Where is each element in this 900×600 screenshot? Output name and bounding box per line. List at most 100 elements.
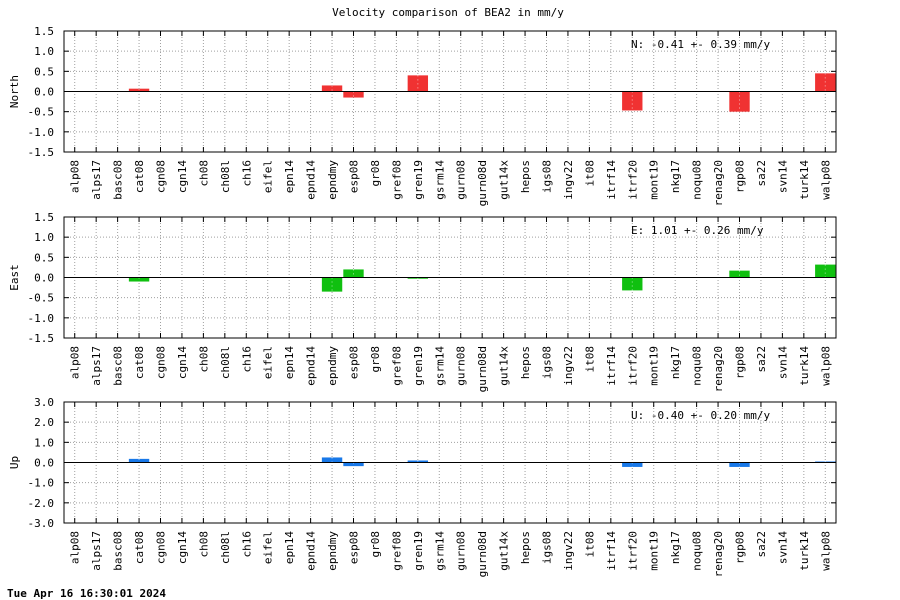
east-xtick-label-cat08: cat08 xyxy=(133,346,146,379)
north-plot-frame xyxy=(63,30,837,153)
east-xtick-label-epn14: epn14 xyxy=(283,346,296,379)
up-xtick-label-epn14: epn14 xyxy=(283,531,296,564)
up-xtick-label-renag20: renag20 xyxy=(712,531,725,577)
up-bar-itrf20 xyxy=(622,462,643,467)
up-xtick-label-gurn08d: gurn08d xyxy=(476,531,489,577)
north-xtick-label-epn14: epn14 xyxy=(283,160,296,193)
north-xtick-label-gurn08: gurn08 xyxy=(455,160,468,200)
north-bar-itrf20 xyxy=(622,91,643,111)
east-xtick-label-gren19: gren19 xyxy=(412,346,425,386)
up-axis-label: Up xyxy=(8,456,21,469)
up-xtick-label-alp08: alp08 xyxy=(69,531,82,564)
north-xtick-label-renag20: renag20 xyxy=(712,160,725,206)
up-xtick-label-mont19: mont19 xyxy=(648,531,661,571)
up-xtick-label-gr08: gr08 xyxy=(369,531,382,558)
east-xtick-label-walp08: walp08 xyxy=(819,346,832,386)
north-ytick-label: 0.0 xyxy=(34,86,54,99)
east-ytick-label: 1.5 xyxy=(34,211,54,224)
footer-timestamp: Tue Apr 16 16:30:01 2024 xyxy=(7,587,166,600)
east-xtick-label-gsrm14: gsrm14 xyxy=(433,346,446,386)
north-ytick-label: -0.5 xyxy=(28,106,55,119)
east-xtick-label-itrf14: itrf14 xyxy=(605,346,618,386)
up-ytick-label: 1.0 xyxy=(34,436,54,449)
east-plot-frame xyxy=(63,216,837,339)
up-xtick-label-svn14: svn14 xyxy=(776,531,789,564)
east-xtick-label-gurn08: gurn08 xyxy=(455,346,468,386)
east-axis-label: East xyxy=(8,264,21,291)
east-xtick-label-mont19: mont19 xyxy=(648,346,661,386)
north-xtick-label-eifel: eifel xyxy=(262,160,275,193)
east-ytick-label: -1.0 xyxy=(28,312,55,325)
up-xtick-label-rgp08: rgp08 xyxy=(734,531,747,564)
east-panel: -1.5 -1.0 -0.5 0.0 0.5 1.0 1.5 East E: 1.01 +- 0… xyxy=(8,211,837,392)
east-xtick-label-nkg17: nkg17 xyxy=(669,346,682,379)
up-xtick-label-walp08: walp08 xyxy=(819,531,832,571)
up-xtick-label-itrf14: itrf14 xyxy=(605,531,618,571)
east-xtick-label-ch08l: ch08l xyxy=(219,346,232,379)
east-ytick-label: -1.5 xyxy=(28,332,55,345)
north-xtick-label-gr08: gr08 xyxy=(369,160,382,187)
north-xtick-label-turk14: turk14 xyxy=(798,160,811,200)
chart-title: Velocity comparison of BEA2 in mm/y xyxy=(332,6,564,19)
east-xtick-label-itrf20: itrf20 xyxy=(626,346,639,386)
up-ytick-label: 2.0 xyxy=(34,416,54,429)
up-xtick-label-igs08: igs08 xyxy=(541,531,554,564)
north-xtick-label-gurn08d: gurn08d xyxy=(476,160,489,206)
east-xtick-label-gref08: gref08 xyxy=(390,346,403,386)
east-xtick-label-hepos: hepos xyxy=(519,346,532,379)
east-xtick-label-gut14x: gut14x xyxy=(498,346,511,386)
north-xtick-label-ingv22: ingv22 xyxy=(562,160,575,200)
up-xtick-label-gurn08: gurn08 xyxy=(455,531,468,571)
north-xtick-label-cgn08: cgn08 xyxy=(155,160,168,193)
north-xtick-label-alp08: alp08 xyxy=(69,160,82,193)
east-ytick-label: 0.5 xyxy=(34,251,54,264)
east-bar-epndmy xyxy=(321,277,343,292)
up-bar-epndmy xyxy=(321,457,343,463)
north-xtick-label-ch08: ch08 xyxy=(197,160,210,187)
east-xtick-label-rgp08: rgp08 xyxy=(734,346,747,379)
north-bar-walp08 xyxy=(815,73,836,92)
north-xtick-label-gref08: gref08 xyxy=(390,160,403,200)
up-xtick-label-sa22: sa22 xyxy=(755,531,768,558)
north-panel: -1.5 -1.0 -0.5 0.0 0.5 1.0 1.5 North N: -0.41 +-… xyxy=(8,25,837,206)
up-xtick-label-epnd14: epnd14 xyxy=(305,531,318,571)
north-xtick-label-gsrm14: gsrm14 xyxy=(433,160,446,200)
north-xtick-label-noqu08: noqu08 xyxy=(691,160,704,200)
north-xtick-label-ch08l: ch08l xyxy=(219,160,232,193)
east-xtick-label-alp08: alp08 xyxy=(69,346,82,379)
up-xtick-label-noqu08: noqu08 xyxy=(691,531,704,571)
up-xtick-label-turk14: turk14 xyxy=(798,531,811,571)
east-xtick-label-epndmy: epndmy xyxy=(326,346,339,386)
up-ytick-label: -1.0 xyxy=(28,477,55,490)
north-xtick-label-gut14x: gut14x xyxy=(498,160,511,200)
up-xtick-label-esp08: esp08 xyxy=(348,531,361,564)
up-xtick-label-ch16: ch16 xyxy=(240,531,253,558)
up-xtick-label-eifel: eifel xyxy=(262,531,275,564)
east-xtick-label-gr08: gr08 xyxy=(369,346,382,373)
east-xtick-label-renag20: renag20 xyxy=(712,346,725,392)
north-axis-label: North xyxy=(8,75,21,108)
north-xtick-label-gren19: gren19 xyxy=(412,160,425,200)
up-xtick-label-hepos: hepos xyxy=(519,531,532,564)
up-xtick-label-gref08: gref08 xyxy=(390,531,403,571)
up-xtick-label-gren19: gren19 xyxy=(412,531,425,571)
north-xtick-label-itrf14: itrf14 xyxy=(605,160,618,200)
up-panel: -3.0 -2.0 -1.0 0.0 1.0 2.0 3.0 Up U: -0.40 +- 0.… xyxy=(8,396,837,577)
east-ytick-label: -0.5 xyxy=(28,292,55,305)
north-ytick-label: -1.0 xyxy=(28,126,55,139)
east-xtick-label-gurn08d: gurn08d xyxy=(476,346,489,392)
north-bar-cat08 xyxy=(128,88,150,92)
up-xtick-label-cgn08: cgn08 xyxy=(155,531,168,564)
up-stats-annotation: U: -0.40 +- 0.20 mm/y xyxy=(631,409,770,422)
up-ytick-label: 3.0 xyxy=(34,396,54,409)
north-ytick-label: -1.5 xyxy=(28,146,55,159)
north-xtick-label-esp08: esp08 xyxy=(348,160,361,193)
up-xtick-label-ingv22: ingv22 xyxy=(562,531,575,571)
east-xtick-label-epnd14: epnd14 xyxy=(305,346,318,386)
up-xtick-label-ch08: ch08 xyxy=(197,531,210,558)
up-xtick-label-it08: it08 xyxy=(583,531,596,558)
north-xtick-label-rgp08: rgp08 xyxy=(734,160,747,193)
east-xtick-label-ch08: ch08 xyxy=(197,346,210,373)
north-xtick-label-alps17: alps17 xyxy=(90,160,103,200)
